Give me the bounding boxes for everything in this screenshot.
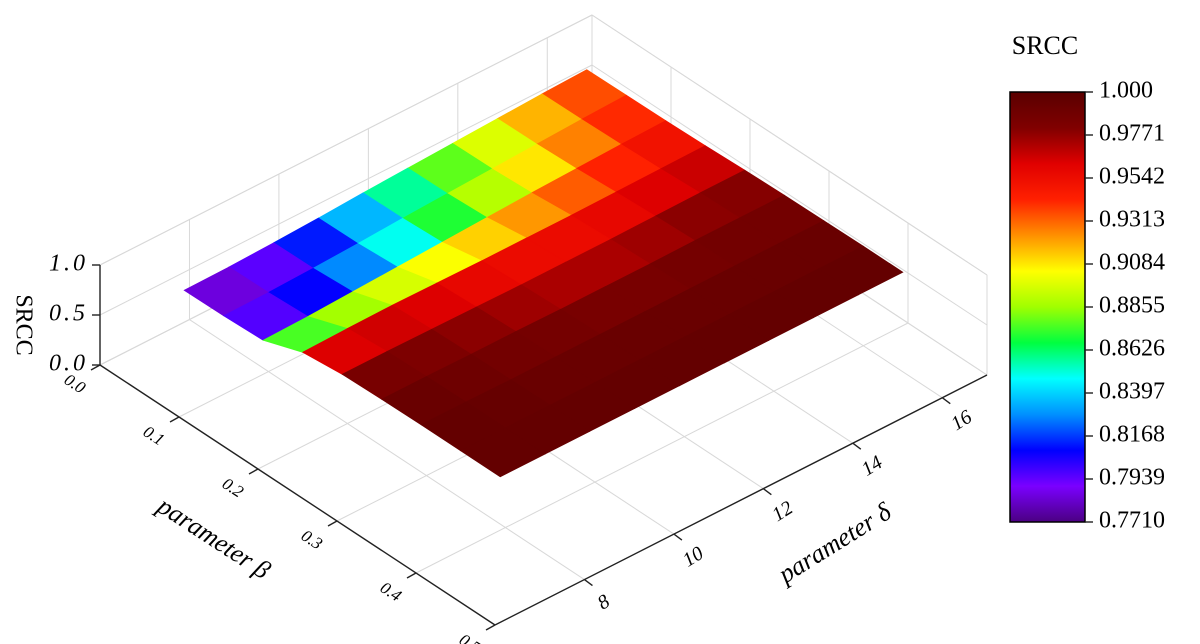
colorbar-tick-label: 0.9771 [1099,121,1165,147]
colorbar-title: SRCC [1012,31,1079,60]
x-tick-label: 0.4 [377,578,406,606]
y-tick-label: 16 [947,406,976,435]
x-tick [485,624,496,631]
colorbar-tick-label: 0.8626 [1099,336,1165,362]
colorbar-tick-label: 0.8855 [1099,293,1165,319]
colorbar-tick-label: 0.7939 [1099,465,1165,491]
x-tick [248,468,259,475]
grid-line [415,322,909,574]
grid-line [189,319,585,580]
y-tick-label: 10 [679,542,708,571]
x-tick-label: 0.1 [140,422,168,450]
y-tick-label: 12 [768,497,797,526]
x-tick [327,520,338,527]
axis-line [494,374,988,626]
y-tick-label: 14 [858,451,887,480]
x-tick [90,364,101,371]
y-tick [941,397,951,405]
grid-line [99,64,593,316]
y-tick [762,488,772,496]
x-tick-label: 0.5 [456,630,484,644]
colorbar-tick-label: 0.9542 [1099,164,1165,190]
y-tick [852,442,862,450]
grid-line [591,64,988,326]
colorbar-tick-label: 0.7710 [1099,508,1165,534]
colorbar-tick-label: 0.9084 [1099,250,1165,276]
y-tick [673,533,683,541]
z-tick-label: 0.0 [49,351,88,377]
colorbar-tick-label: 0.8397 [1099,379,1165,405]
x-tick [169,416,180,423]
y-tick [584,578,593,587]
box-edge [99,14,593,266]
x-tick [406,572,417,579]
colorbar [1009,91,1086,523]
z-axis-title: SRCC [10,294,36,355]
x-tick-label: 0.3 [298,526,326,554]
x-tick-label: 0.2 [219,474,248,502]
z-tick-label: 0.5 [49,301,88,327]
surface-patch [459,427,546,478]
axis-line [99,364,496,626]
box-edge [591,14,988,276]
surface [183,69,904,478]
x-axis-title: parameter β [151,490,276,585]
z-tick-label: 1.0 [49,251,88,277]
colorbar-tick-label: 0.9313 [1099,207,1165,233]
colorbar-tick-label: 0.8168 [1099,422,1165,448]
y-tick-label: 8 [594,590,614,614]
colorbar-tick-label: 1.000 [1099,78,1153,104]
